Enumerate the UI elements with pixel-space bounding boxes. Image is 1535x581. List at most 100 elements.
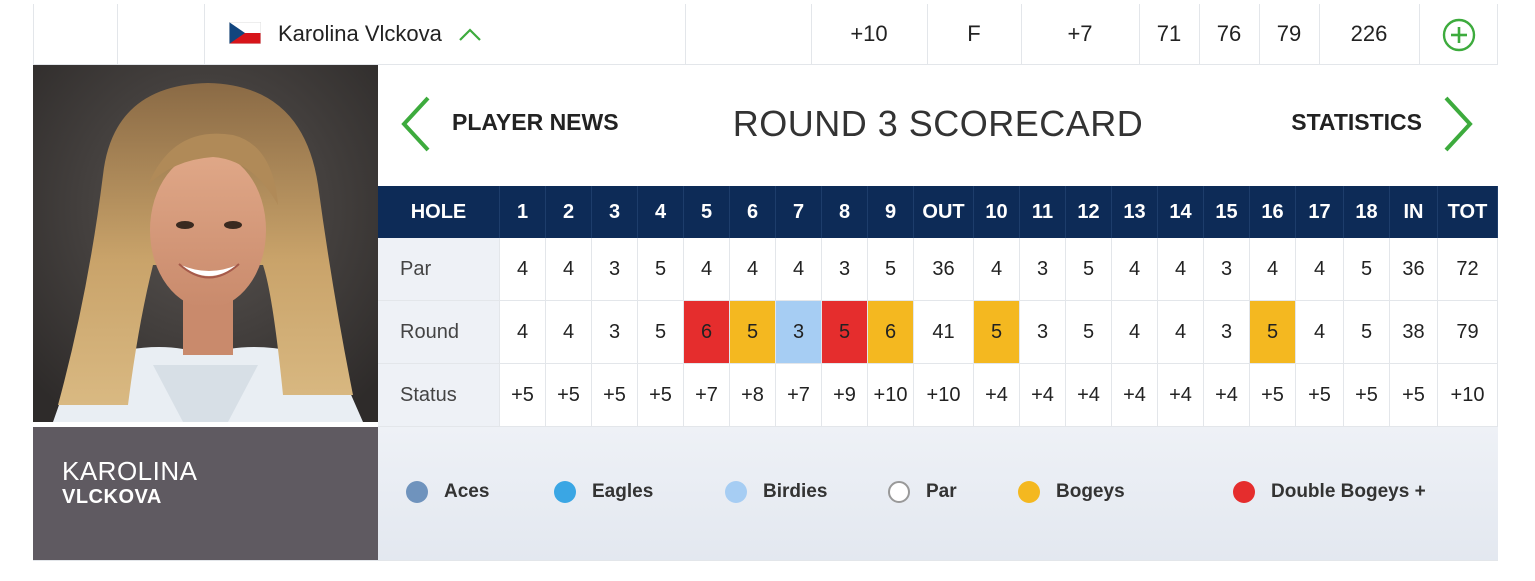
score-cell: 72 [1438, 238, 1498, 301]
score-cell: 6 [868, 301, 914, 364]
score-cell: 5 [868, 238, 914, 301]
score-cell: +4 [1112, 364, 1158, 427]
score-cell: +5 [638, 364, 684, 427]
legend-dot-icon [554, 481, 576, 503]
hole-header-cell: 8 [822, 186, 868, 238]
score-cell: +5 [500, 364, 546, 427]
score-cell: 5 [730, 301, 776, 364]
today-value: +7 [1067, 21, 1093, 46]
player-name[interactable]: Karolina Vlckova [278, 21, 442, 46]
score-cell: +5 [1250, 364, 1296, 427]
legend-dot-icon [1018, 481, 1040, 503]
score-cell: 4 [684, 238, 730, 301]
score-cell: 5 [1250, 301, 1296, 364]
score-cell: 36 [914, 238, 974, 301]
score-cell: 3 [776, 301, 822, 364]
score-cell: 3 [1204, 301, 1250, 364]
chevron-right-icon[interactable] [1440, 95, 1476, 153]
score-cell: 5 [638, 301, 684, 364]
row-label: Status [378, 364, 500, 427]
score-cell: +7 [776, 364, 822, 427]
score-cell: 4 [500, 301, 546, 364]
score-cell: +4 [1066, 364, 1112, 427]
player-summary-row[interactable]: Karolina Vlckova +10 F +7 71 76 79 226 [33, 4, 1498, 65]
divider [1319, 4, 1320, 64]
score-cell: +5 [592, 364, 638, 427]
page-title: ROUND 3 SCORECARD [732, 103, 1144, 144]
divider [1419, 4, 1420, 64]
to-par-value: +10 [850, 21, 888, 46]
score-cell: 6 [684, 301, 730, 364]
score-cell: 4 [1158, 301, 1204, 364]
score-cell: 4 [974, 238, 1020, 301]
hole-header-cell: TOT [1438, 186, 1498, 238]
divider [33, 4, 34, 64]
hole-header-cell: 14 [1158, 186, 1204, 238]
total-score: 226 [1350, 21, 1388, 46]
plus-circle-icon[interactable] [1442, 18, 1476, 52]
hole-header-cell: 12 [1066, 186, 1112, 238]
score-cell: 3 [1020, 301, 1066, 364]
legend-dot-icon [888, 481, 910, 503]
divider [685, 4, 686, 64]
hole-header-cell: 2 [546, 186, 592, 238]
score-cell: 4 [546, 238, 592, 301]
score-cell: +10 [914, 364, 974, 427]
score-cell: +4 [1158, 364, 1204, 427]
hole-header-cell: 13 [1112, 186, 1158, 238]
player-first-name: KAROLINA [62, 456, 198, 486]
divider [204, 4, 205, 64]
score-cell: 5 [822, 301, 868, 364]
divider [927, 4, 928, 64]
legend-label: Par [926, 481, 957, 502]
hole-header-cell: 15 [1204, 186, 1250, 238]
table-row-round: Round 4 4 3 5 6 5 3 5 6 41 5 3 5 4 4 3 5 4 5 38 79 [378, 301, 1498, 364]
score-cell: 4 [1296, 238, 1344, 301]
score-cell: 5 [638, 238, 684, 301]
divider [1139, 4, 1140, 64]
legend-item: Eagles [554, 481, 653, 503]
hole-header-cell: 18 [1344, 186, 1390, 238]
divider [33, 560, 1498, 581]
statistics-link[interactable]: STATISTICS [1291, 109, 1422, 135]
legend-label: Double Bogeys + [1271, 481, 1426, 502]
legend-item: Birdies [725, 481, 827, 503]
score-cell: 38 [1390, 301, 1438, 364]
chevron-left-icon[interactable] [398, 95, 434, 153]
score-cell: 4 [1250, 238, 1296, 301]
score-cell: 3 [592, 238, 638, 301]
divider [1199, 4, 1200, 64]
hole-header-cell: IN [1390, 186, 1438, 238]
score-cell: 5 [1066, 301, 1112, 364]
hole-column-header: HOLE [378, 186, 500, 238]
score-cell: 36 [1390, 238, 1438, 301]
table-row-par: Par 4 4 3 5 4 4 4 3 5 36 4 3 5 4 4 3 4 4 5 36 72 [378, 238, 1498, 301]
divider [117, 4, 118, 64]
player-photo [33, 65, 378, 422]
hole-header-cell: OUT [914, 186, 974, 238]
round-2-score: 76 [1216, 21, 1242, 46]
legend-dot-icon [1233, 481, 1255, 503]
score-cell: 3 [1204, 238, 1250, 301]
legend-item: Par [888, 481, 957, 503]
divider [1497, 4, 1498, 64]
legend-label: Eagles [592, 481, 654, 502]
chevron-up-icon[interactable] [458, 26, 482, 42]
score-cell: 4 [1112, 301, 1158, 364]
score-cell: 4 [1158, 238, 1204, 301]
score-cell: +10 [1438, 364, 1498, 427]
score-cell: 4 [500, 238, 546, 301]
player-news-link[interactable]: PLAYER NEWS [452, 109, 619, 135]
score-cell: +4 [1020, 364, 1066, 427]
legend-label: Aces [444, 481, 490, 502]
score-cell: +8 [730, 364, 776, 427]
scorecard-table: HOLE 1 2 3 4 5 6 7 8 9 OUT 10 11 12 13 14 15 16 17 18 IN TOT … [378, 186, 1498, 427]
legend-label: Birdies [763, 481, 828, 502]
score-cell: +10 [868, 364, 914, 427]
thru-value: F [967, 21, 981, 46]
score-legend: Aces Eagles Birdies Par Bogeys Double Bogeys … [378, 427, 1498, 560]
score-cell: +5 [1296, 364, 1344, 427]
score-cell: 3 [592, 301, 638, 364]
round-1-score: 71 [1156, 21, 1182, 46]
score-cell: 79 [1438, 301, 1498, 364]
